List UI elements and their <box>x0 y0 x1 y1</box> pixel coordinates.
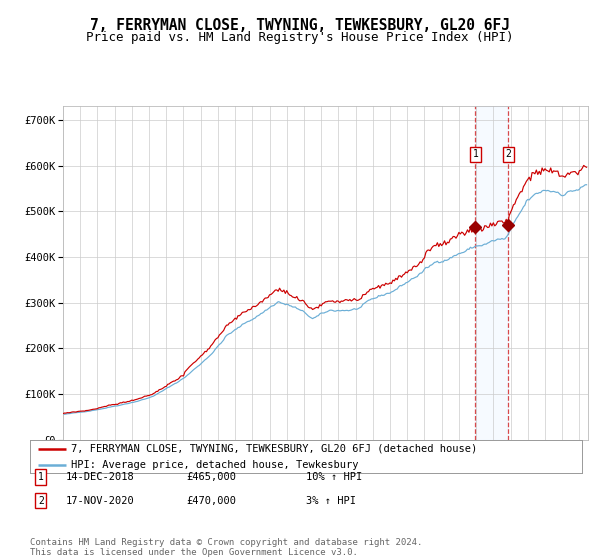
Text: £470,000: £470,000 <box>186 496 236 506</box>
Text: 1: 1 <box>472 150 478 160</box>
Text: 17-NOV-2020: 17-NOV-2020 <box>66 496 135 506</box>
Text: Contains HM Land Registry data © Crown copyright and database right 2024.
This d: Contains HM Land Registry data © Crown c… <box>30 538 422 557</box>
Text: 7, FERRYMAN CLOSE, TWYNING, TEWKESBURY, GL20 6FJ: 7, FERRYMAN CLOSE, TWYNING, TEWKESBURY, … <box>90 18 510 33</box>
Text: Price paid vs. HM Land Registry's House Price Index (HPI): Price paid vs. HM Land Registry's House … <box>86 31 514 44</box>
Text: 10% ↑ HPI: 10% ↑ HPI <box>306 472 362 482</box>
Text: 14-DEC-2018: 14-DEC-2018 <box>66 472 135 482</box>
Text: HPI: Average price, detached house, Tewkesbury: HPI: Average price, detached house, Tewk… <box>71 460 359 470</box>
Bar <box>475 106 508 440</box>
Text: 2: 2 <box>505 150 511 160</box>
Text: 1: 1 <box>38 472 44 482</box>
Text: 7, FERRYMAN CLOSE, TWYNING, TEWKESBURY, GL20 6FJ (detached house): 7, FERRYMAN CLOSE, TWYNING, TEWKESBURY, … <box>71 444 478 454</box>
Text: £465,000: £465,000 <box>186 472 236 482</box>
Text: 2: 2 <box>38 496 44 506</box>
Text: 3% ↑ HPI: 3% ↑ HPI <box>306 496 356 506</box>
